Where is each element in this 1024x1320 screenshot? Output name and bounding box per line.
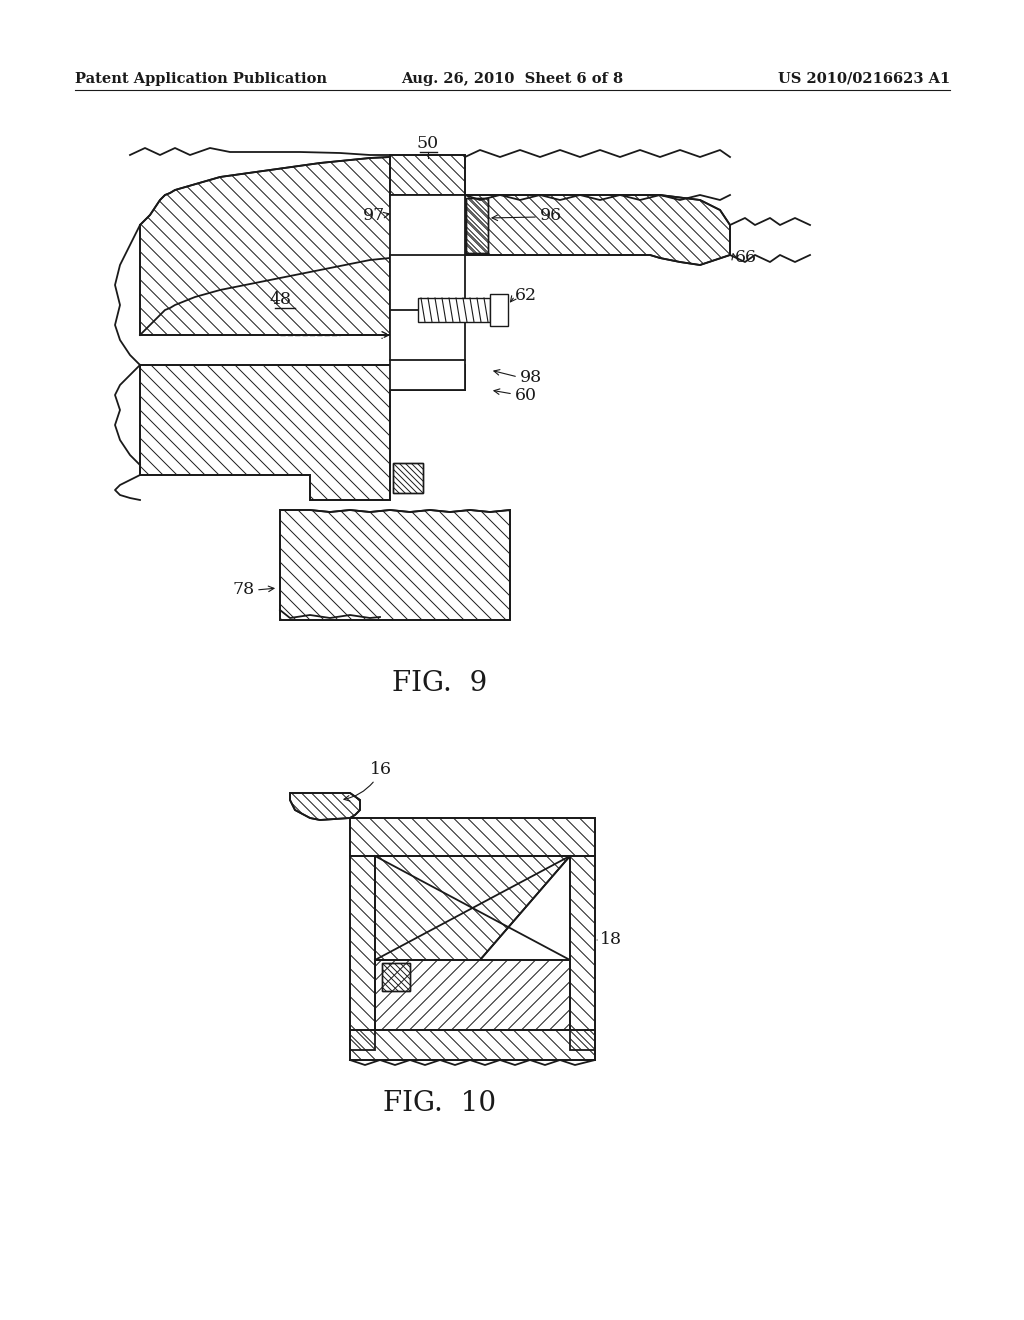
Polygon shape bbox=[390, 154, 465, 205]
Text: 60: 60 bbox=[515, 387, 537, 404]
Polygon shape bbox=[140, 366, 465, 500]
Polygon shape bbox=[375, 960, 570, 1030]
Polygon shape bbox=[350, 855, 375, 1049]
Text: 18: 18 bbox=[600, 932, 622, 949]
Polygon shape bbox=[382, 964, 410, 991]
Text: FIG.  9: FIG. 9 bbox=[392, 671, 487, 697]
Polygon shape bbox=[290, 793, 360, 820]
Text: Aug. 26, 2010  Sheet 6 of 8: Aug. 26, 2010 Sheet 6 of 8 bbox=[401, 73, 623, 86]
Polygon shape bbox=[350, 1030, 595, 1060]
Polygon shape bbox=[375, 855, 570, 960]
Bar bbox=[490, 294, 508, 326]
Text: 78: 78 bbox=[232, 582, 255, 598]
Text: 16: 16 bbox=[370, 762, 392, 777]
Polygon shape bbox=[466, 198, 488, 253]
Text: 48: 48 bbox=[269, 292, 291, 309]
Text: 97: 97 bbox=[362, 206, 385, 223]
Text: Patent Application Publication: Patent Application Publication bbox=[75, 73, 327, 86]
Polygon shape bbox=[140, 157, 465, 335]
Text: US 2010/0216623 A1: US 2010/0216623 A1 bbox=[778, 73, 950, 86]
Polygon shape bbox=[393, 198, 423, 228]
Bar bbox=[418, 298, 490, 322]
Text: 98: 98 bbox=[520, 370, 542, 387]
Text: 66: 66 bbox=[735, 249, 757, 267]
Bar bbox=[390, 195, 465, 389]
Polygon shape bbox=[465, 195, 730, 265]
Text: 96: 96 bbox=[540, 206, 562, 223]
Polygon shape bbox=[280, 510, 510, 620]
Text: 50: 50 bbox=[417, 135, 439, 152]
Polygon shape bbox=[393, 463, 423, 492]
Polygon shape bbox=[350, 818, 595, 855]
Text: FIG.  10: FIG. 10 bbox=[383, 1090, 497, 1117]
Polygon shape bbox=[570, 855, 595, 1049]
Text: 62: 62 bbox=[515, 286, 538, 304]
